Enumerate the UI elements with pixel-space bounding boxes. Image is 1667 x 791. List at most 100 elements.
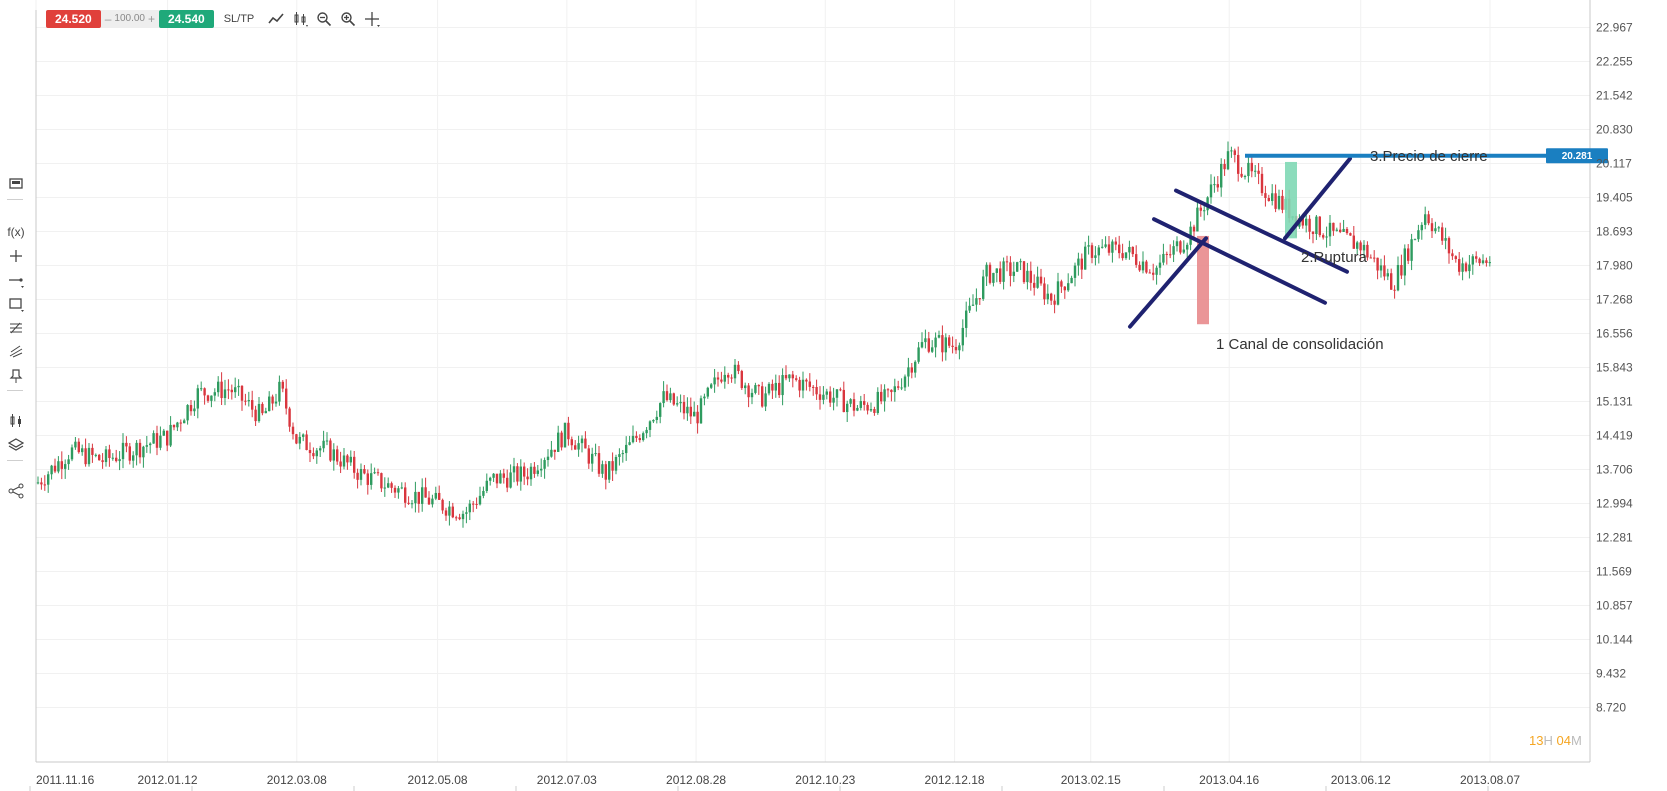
candle-body <box>210 395 213 401</box>
trend-line[interactable] <box>1174 188 1349 274</box>
candle-body <box>53 465 57 472</box>
candle-body <box>859 401 862 408</box>
quantity-value[interactable]: 100.00 <box>114 13 145 24</box>
time-tick-label: 2012.08.28 <box>666 773 726 787</box>
candle-body <box>614 456 618 471</box>
chart-type-icon[interactable] <box>6 175 26 193</box>
candle-body <box>274 401 278 404</box>
candle-body <box>1461 263 1464 272</box>
candle-body <box>455 517 458 519</box>
price-tick-label: 10.857 <box>1596 599 1633 613</box>
candle-body <box>856 407 859 411</box>
candle-body <box>839 389 842 391</box>
trend-lines[interactable] <box>1128 156 1352 329</box>
candle-body <box>254 409 257 422</box>
price-tick-label: 17.980 <box>1596 259 1633 273</box>
candle-body <box>866 404 869 411</box>
crosshair-plus-icon[interactable] <box>6 247 26 265</box>
candle-body <box>744 385 747 389</box>
candlestick-type-icon[interactable] <box>290 10 310 28</box>
candle-body <box>798 379 801 391</box>
fibonacci-tool-icon[interactable] <box>6 319 26 337</box>
candle-body <box>264 411 267 414</box>
candle-body <box>305 434 308 451</box>
candle-body <box>716 377 720 380</box>
candle-body <box>444 510 448 516</box>
candle-body <box>431 498 434 505</box>
candle-body <box>376 472 380 474</box>
trade-toolbar: 24.520 – 100.00 + 24.540 SL/TP <box>46 9 382 29</box>
candle-body <box>1084 246 1087 270</box>
candle-body <box>183 420 186 424</box>
candle-body <box>563 422 567 448</box>
layers-icon[interactable] <box>6 436 26 454</box>
consolidation-height-box <box>1197 235 1209 325</box>
quantity-stepper[interactable]: – 100.00 + <box>100 10 159 28</box>
sltp-button[interactable]: SL/TP <box>223 13 255 25</box>
trend-line[interactable] <box>1283 156 1352 241</box>
candle-body <box>1056 281 1060 305</box>
rectangle-tool-icon[interactable] <box>6 295 26 313</box>
candle-body <box>84 448 87 465</box>
compare-icon[interactable] <box>6 412 26 430</box>
zoom-out-icon[interactable] <box>314 10 334 28</box>
candle-body <box>1155 267 1158 275</box>
pin-icon[interactable] <box>6 367 26 385</box>
candle-body <box>234 387 237 393</box>
price-tick-label: 9.432 <box>1596 667 1626 681</box>
pitchfork-tool-icon[interactable] <box>6 343 26 361</box>
candle-body <box>591 453 594 464</box>
candle-body <box>608 461 611 480</box>
sell-price-button[interactable]: 24.520 <box>46 10 101 28</box>
candle-body <box>478 495 482 505</box>
price-tick-label: 20.830 <box>1596 123 1633 137</box>
candle-body <box>1169 254 1172 256</box>
quantity-plus-button[interactable]: + <box>147 12 155 26</box>
candle-body <box>380 473 383 489</box>
breakout-height-box <box>1285 161 1297 239</box>
price-tick-label: 12.994 <box>1596 497 1633 511</box>
trend-line[interactable] <box>1128 236 1208 329</box>
line-tool-icon[interactable] <box>6 271 26 289</box>
candle-body <box>240 385 244 401</box>
candle-body <box>312 453 315 457</box>
candle-body <box>890 389 893 393</box>
candle-body <box>876 391 879 413</box>
candle-body <box>203 388 206 396</box>
candle-body <box>162 430 165 436</box>
quantity-minus-button[interactable]: – <box>104 12 112 26</box>
indicators-fx-icon[interactable]: f(x) <box>7 225 25 239</box>
candle-body <box>655 416 658 420</box>
candle-body <box>801 379 805 391</box>
trend-line[interactable] <box>1152 217 1327 305</box>
candle-body <box>149 443 152 446</box>
buy-price-button[interactable]: 24.540 <box>159 10 214 28</box>
candle-body <box>1332 222 1335 231</box>
candle-body <box>601 464 604 474</box>
zoom-in-icon[interactable] <box>338 10 358 28</box>
crosshair-icon[interactable] <box>362 10 382 28</box>
candle-body <box>730 377 733 379</box>
candle-body <box>771 383 774 391</box>
candle-body <box>795 378 798 380</box>
candle-body <box>329 440 332 461</box>
candle-body <box>784 375 788 379</box>
share-icon[interactable] <box>6 482 26 500</box>
candle-body <box>506 477 509 488</box>
time-tick-label: 2012.05.08 <box>408 773 468 787</box>
candle-body <box>111 457 114 459</box>
candle-body <box>434 492 437 499</box>
candle-body <box>1451 253 1454 257</box>
candle-body <box>1240 173 1243 177</box>
trend-line-icon[interactable] <box>266 10 286 28</box>
candle-body <box>1182 249 1185 253</box>
candle-body <box>570 439 573 446</box>
candle-body <box>1131 246 1134 255</box>
candle-body <box>1175 241 1179 247</box>
candle-body <box>1026 270 1029 283</box>
price-tick-label: 17.268 <box>1596 293 1633 307</box>
candle-body <box>1257 170 1260 174</box>
candle-body <box>1427 214 1430 224</box>
candle-body <box>451 506 454 518</box>
